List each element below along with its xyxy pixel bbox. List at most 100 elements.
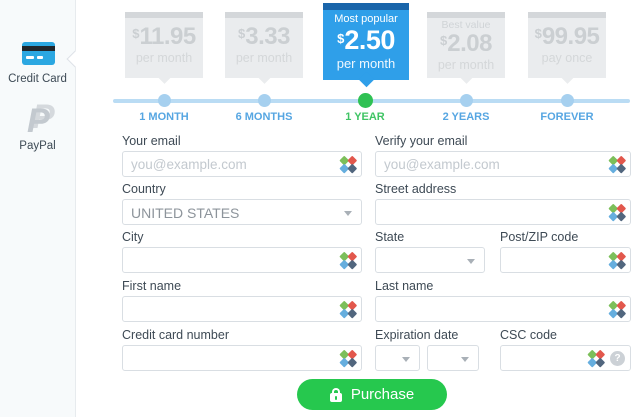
zip-input[interactable] (500, 247, 631, 273)
slider-dot-1-month[interactable] (157, 94, 171, 107)
country-select[interactable]: UNITED STATES (122, 199, 362, 225)
plan-amount: 3.33 (245, 23, 290, 50)
autofill-icon[interactable] (608, 155, 626, 173)
verify-email-field-group: Verify your email (375, 135, 631, 177)
autofill-icon[interactable] (339, 300, 357, 318)
paypal-icon: P P (0, 98, 75, 140)
csc-input[interactable] (500, 345, 631, 371)
credit-card-stripe (22, 46, 55, 51)
last-name-field-group: Last name (375, 280, 631, 322)
plan-currency: $ (534, 26, 542, 41)
plan-price: $99.95 (535, 25, 600, 49)
plan-card-notch (560, 71, 574, 84)
street-input-wrap (375, 199, 631, 225)
plan-card-topbar (427, 12, 505, 18)
slider-label-1-year[interactable]: 1 YEAR (345, 111, 385, 123)
credit-card-icon (22, 42, 55, 65)
plan-price: $2.08 (440, 31, 492, 56)
slider-dot-2-years[interactable] (459, 94, 473, 107)
plan-card-forever[interactable]: $99.95 pay once (528, 12, 606, 84)
plan-period: pay once (541, 51, 593, 65)
last-name-label: Last name (375, 279, 434, 293)
plan-period: per month (336, 55, 396, 71)
city-input-wrap (122, 247, 362, 273)
plan-card-notch (358, 71, 374, 88)
state-select[interactable] (375, 247, 485, 273)
plan-badge: Most popular (334, 12, 398, 25)
slider-dot-1-year-active[interactable] (357, 93, 373, 108)
email-label: Your email (122, 134, 181, 148)
street-label: Street address (375, 182, 457, 196)
lock-icon (329, 387, 342, 402)
country-label: Country (122, 182, 166, 196)
card-number-field-group: Credit card number (122, 329, 362, 371)
plan-amount: 11.95 (139, 23, 197, 50)
credit-card-label: Credit Card (8, 73, 67, 85)
slider-dot-6-months[interactable] (257, 94, 271, 107)
plan-card-notch (257, 71, 271, 84)
street-field-group: Street address (375, 183, 631, 225)
email-input[interactable] (122, 151, 362, 177)
plan-currency: $ (238, 26, 246, 41)
expiration-label: Expiration date (375, 328, 459, 342)
email-input-wrap (122, 151, 362, 177)
card-number-input[interactable] (122, 345, 362, 371)
plan-card-topbar (225, 12, 303, 18)
street-input[interactable] (375, 199, 631, 225)
first-name-field-group: First name (122, 280, 362, 322)
verify-email-input-wrap (375, 151, 631, 177)
slider-label-2-years[interactable]: 2 YEARS (442, 111, 490, 123)
last-name-input-wrap (375, 296, 631, 322)
plan-card-topbar (323, 3, 409, 10)
city-field-group: City (122, 231, 362, 273)
autofill-icon[interactable] (587, 349, 605, 367)
purchase-button[interactable]: Purchase (297, 379, 447, 410)
zip-input-wrap (500, 247, 631, 273)
autofill-icon[interactable] (339, 251, 357, 269)
plan-card-1-month[interactable]: $11.95 per month (125, 12, 203, 84)
plan-currency: $ (132, 26, 140, 41)
zip-label: Post/ZIP code (500, 230, 579, 244)
verify-email-input[interactable] (375, 151, 631, 177)
autofill-icon[interactable] (339, 349, 357, 367)
plan-currency: $ (440, 32, 448, 48)
slider-label-1-month[interactable]: 1 MONTH (139, 111, 189, 123)
plan-card-6-months[interactable]: $3.33 per month (225, 12, 303, 84)
autofill-icon[interactable] (608, 251, 626, 269)
autofill-icon[interactable] (608, 300, 626, 318)
first-name-input[interactable] (122, 296, 362, 322)
city-label: City (122, 230, 144, 244)
expiration-month-select[interactable] (375, 345, 420, 371)
paypal-label: PayPal (19, 140, 56, 152)
plan-currency: $ (337, 30, 345, 46)
plan-price: $2.50 (337, 24, 395, 55)
purchase-button-label: Purchase (350, 386, 415, 403)
plan-amount: 2.50 (344, 24, 395, 55)
plan-card-1-year-selected[interactable]: Most popular $2.50 per month (323, 3, 409, 88)
expiration-field-group: Expiration date (375, 329, 485, 371)
last-name-input[interactable] (375, 296, 631, 322)
first-name-label: First name (122, 279, 182, 293)
city-input[interactable] (122, 247, 362, 273)
paypal-glyph-front: P (27, 102, 50, 140)
plan-card-2-years[interactable]: Best value $2.08 per month (427, 12, 505, 84)
autofill-icon[interactable] (339, 155, 357, 173)
slider-label-6-months[interactable]: 6 MONTHS (235, 111, 293, 123)
slider-label-forever[interactable]: FOREVER (540, 111, 594, 123)
slider-dot-forever[interactable] (560, 94, 574, 107)
card-number-label: Credit card number (122, 328, 229, 342)
card-number-input-wrap (122, 345, 362, 371)
chevron-down-icon (461, 357, 469, 362)
country-field-group: Country UNITED STATES (122, 183, 362, 225)
plan-period: per month (437, 57, 495, 72)
plan-period: per month (235, 51, 293, 65)
state-field-group: State (375, 231, 485, 273)
csc-field-group: CSC code ? (500, 329, 631, 371)
zip-field-group: Post/ZIP code (500, 231, 631, 273)
autofill-icon[interactable] (608, 203, 626, 221)
csc-help-icon[interactable]: ? (610, 350, 625, 366)
plan-card-topbar (125, 12, 203, 18)
paypal-glyph-back: P (32, 98, 55, 136)
expiration-year-select[interactable] (427, 345, 479, 371)
